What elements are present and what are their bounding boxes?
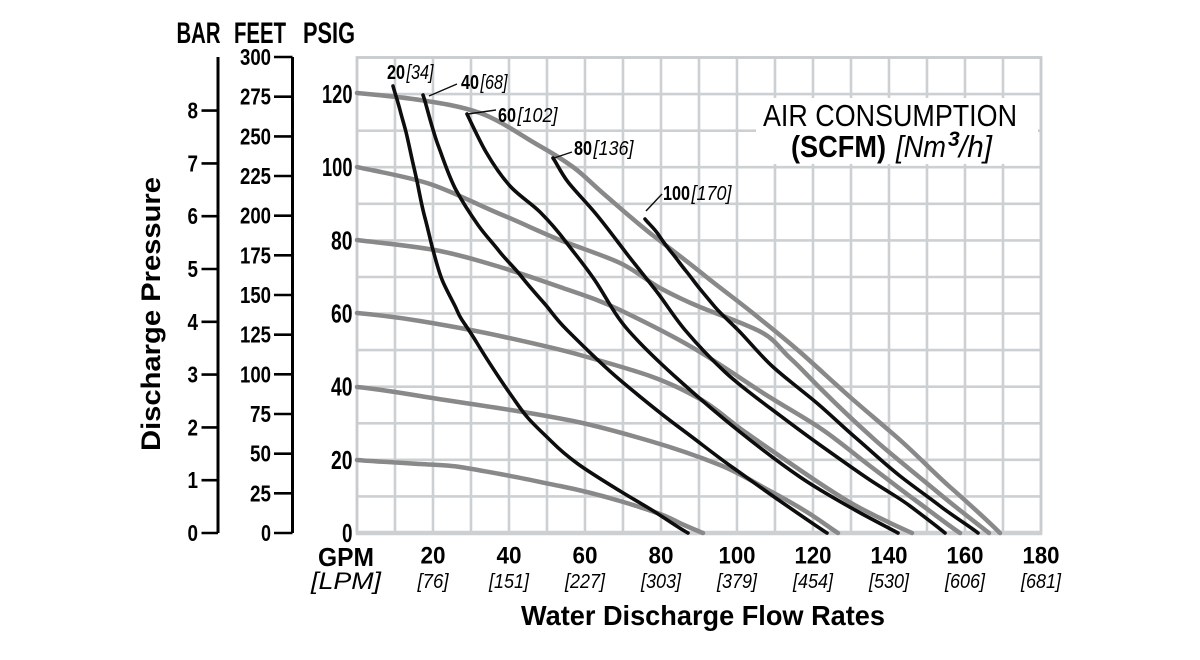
svg-text:100: 100 xyxy=(240,361,271,387)
svg-text:100: 100 xyxy=(719,543,756,570)
svg-text:120: 120 xyxy=(322,79,353,109)
svg-text:160: 160 xyxy=(947,543,984,570)
svg-text:50: 50 xyxy=(250,441,271,467)
svg-text:20: 20 xyxy=(421,543,446,570)
svg-text:7: 7 xyxy=(188,150,199,176)
svg-text:0: 0 xyxy=(342,518,353,548)
svg-text:40: 40 xyxy=(331,372,353,402)
svg-text:80: 80 xyxy=(574,138,592,160)
svg-text:[Nm: [Nm xyxy=(895,129,946,164)
svg-text:GPM: GPM xyxy=(318,542,374,572)
svg-text:PSIG: PSIG xyxy=(303,17,355,50)
svg-text:AIR CONSUMPTION: AIR CONSUMPTION xyxy=(763,98,1017,133)
svg-text:[151]: [151] xyxy=(488,571,529,593)
svg-text:BAR: BAR xyxy=(177,17,221,50)
svg-text:[68]: [68] xyxy=(480,72,508,94)
svg-text:[530]: [530] xyxy=(868,571,909,593)
svg-text:FEET: FEET xyxy=(234,17,286,50)
svg-text:225: 225 xyxy=(240,163,271,189)
svg-text:25: 25 xyxy=(250,480,271,506)
svg-text:200: 200 xyxy=(240,203,271,229)
svg-text:150: 150 xyxy=(240,282,271,308)
svg-text:40: 40 xyxy=(497,543,522,570)
svg-text:4: 4 xyxy=(188,309,199,335)
svg-text:80: 80 xyxy=(649,543,674,570)
svg-text:100: 100 xyxy=(322,152,353,182)
svg-text:[227]: [227] xyxy=(564,571,605,593)
svg-text:80: 80 xyxy=(331,225,353,255)
svg-text:Discharge Pressure: Discharge Pressure xyxy=(136,177,166,451)
svg-text:140: 140 xyxy=(871,543,908,570)
svg-text:1: 1 xyxy=(188,467,199,493)
svg-text:20: 20 xyxy=(387,62,405,84)
svg-text:0: 0 xyxy=(261,520,271,546)
svg-text:250: 250 xyxy=(240,123,271,149)
svg-text:175: 175 xyxy=(240,242,271,268)
svg-text:60: 60 xyxy=(331,299,353,329)
svg-text:Water Discharge Flow Rates: Water Discharge Flow Rates xyxy=(521,600,885,631)
svg-text:[102]: [102] xyxy=(517,105,558,127)
svg-text:[379]: [379] xyxy=(716,571,757,593)
svg-text:[454]: [454] xyxy=(792,571,833,593)
svg-text:20: 20 xyxy=(331,445,353,475)
svg-text:[136]: [136] xyxy=(593,138,634,160)
svg-text:300: 300 xyxy=(240,44,271,70)
svg-text:5: 5 xyxy=(188,256,199,282)
svg-text:60: 60 xyxy=(573,543,598,570)
svg-text:[170]: [170] xyxy=(691,183,732,205)
svg-text:(SCFM): (SCFM) xyxy=(791,129,886,164)
svg-text:8: 8 xyxy=(188,98,199,124)
svg-text:[76]: [76] xyxy=(417,571,449,593)
svg-text:[LPM]: [LPM] xyxy=(310,568,383,595)
svg-text:60: 60 xyxy=(498,105,516,127)
svg-text:275: 275 xyxy=(240,84,271,110)
svg-text:40: 40 xyxy=(461,72,479,94)
svg-text:3: 3 xyxy=(188,362,199,388)
svg-text:6: 6 xyxy=(188,203,199,229)
svg-text:[681]: [681] xyxy=(1020,571,1061,593)
svg-text:0: 0 xyxy=(188,520,199,546)
svg-text:3: 3 xyxy=(948,128,960,151)
svg-text:[606]: [606] xyxy=(944,571,985,593)
svg-text:125: 125 xyxy=(240,322,271,348)
svg-text:75: 75 xyxy=(250,401,271,427)
svg-text:/h]: /h] xyxy=(957,129,993,164)
svg-text:[34]: [34] xyxy=(406,62,434,84)
svg-text:100: 100 xyxy=(663,183,690,205)
svg-text:[303]: [303] xyxy=(640,571,681,593)
svg-text:180: 180 xyxy=(1023,543,1060,570)
svg-text:2: 2 xyxy=(188,414,199,440)
svg-text:120: 120 xyxy=(795,543,832,570)
